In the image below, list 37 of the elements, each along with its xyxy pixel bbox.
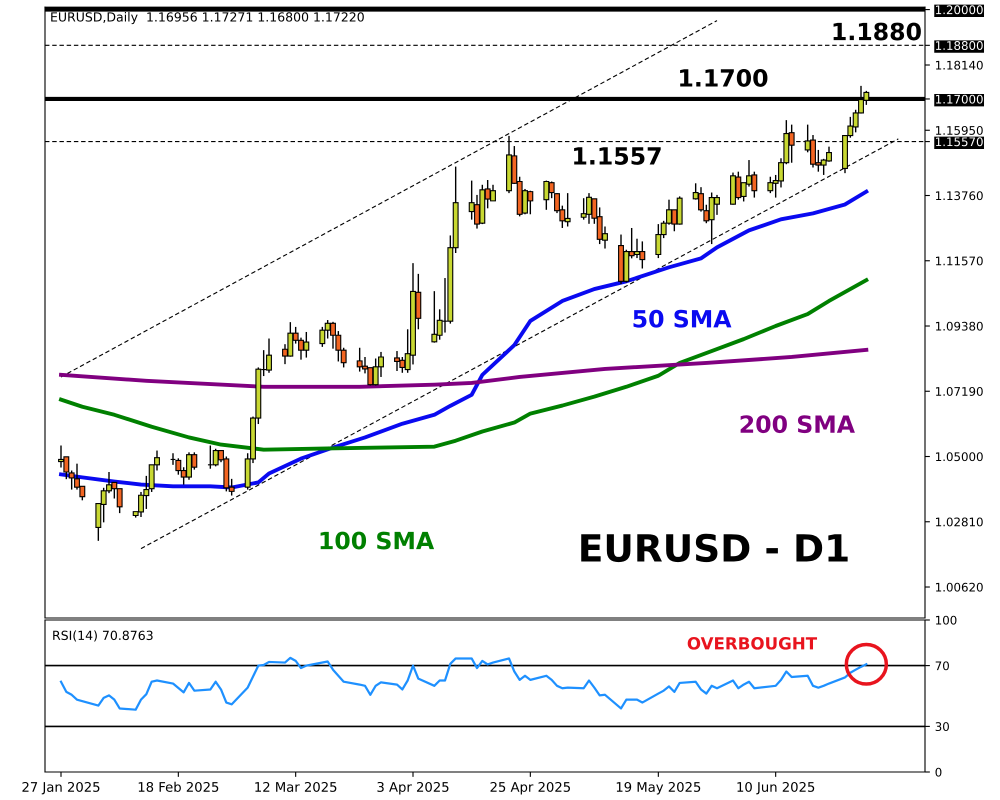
annotation: RSI(14) 70.8763: [53, 630, 153, 642]
y-tick-label: 1.17000: [936, 94, 983, 104]
ref-line-label: 1.1700: [680, 68, 768, 87]
y-tick-label: 1.20000: [936, 5, 983, 14]
annotation: EURUSD - D1: [581, 534, 848, 562]
y-tick-label: 30: [936, 722, 949, 732]
text: 200 SMA: [740, 415, 855, 434]
y-tick-label: 1.11570: [936, 256, 983, 266]
x-tick-label: 19 May 2025: [616, 782, 700, 794]
line-series: [59, 278, 868, 452]
y-tick-label: 1.15570: [936, 137, 983, 146]
x-tick-label: 25 Apr 2025: [490, 782, 570, 794]
y-tick-label: 100: [936, 616, 956, 625]
y-tick-label: 1.02810: [936, 517, 983, 526]
y-tick-label: 1.18140: [936, 60, 983, 70]
y-tick-label: 1.15950: [936, 126, 983, 135]
y-tick-label: 1.13760: [936, 191, 983, 200]
x-tick-label: 10 Jun 2025: [737, 782, 814, 794]
candlestick: [170, 452, 176, 466]
x-tick-label: 18 Feb 2025: [138, 782, 218, 792]
y-tick-label: 1.05000: [936, 452, 983, 462]
series-label: 50 SMA: [634, 310, 732, 328]
x-tick-label: 27 Jan 2025: [22, 782, 100, 794]
y-tick-label: 0: [936, 768, 942, 777]
y-tick-label: 1.09380: [936, 322, 983, 331]
ref-line-label: 1.1557: [574, 147, 661, 165]
annotation: EURUSD,Daily 1.16956 1.17271 1.16800 1.17220: [51, 12, 364, 24]
text: 100 SMA: [320, 532, 434, 550]
y-tick-label: 1.18800: [936, 41, 983, 50]
ref-line-label: 1.1880: [834, 22, 921, 40]
y-tick-label: 1.07190: [936, 386, 983, 396]
y-tick-label: 70: [936, 661, 949, 670]
line-series: [59, 348, 868, 389]
annotation: OVERBOUGHT: [688, 637, 818, 650]
x-tick-label: 3 Apr 2025: [377, 782, 448, 794]
y-tick-label: 1.00620: [936, 582, 983, 592]
x-tick-label: 12 Mar 2025: [255, 782, 336, 792]
